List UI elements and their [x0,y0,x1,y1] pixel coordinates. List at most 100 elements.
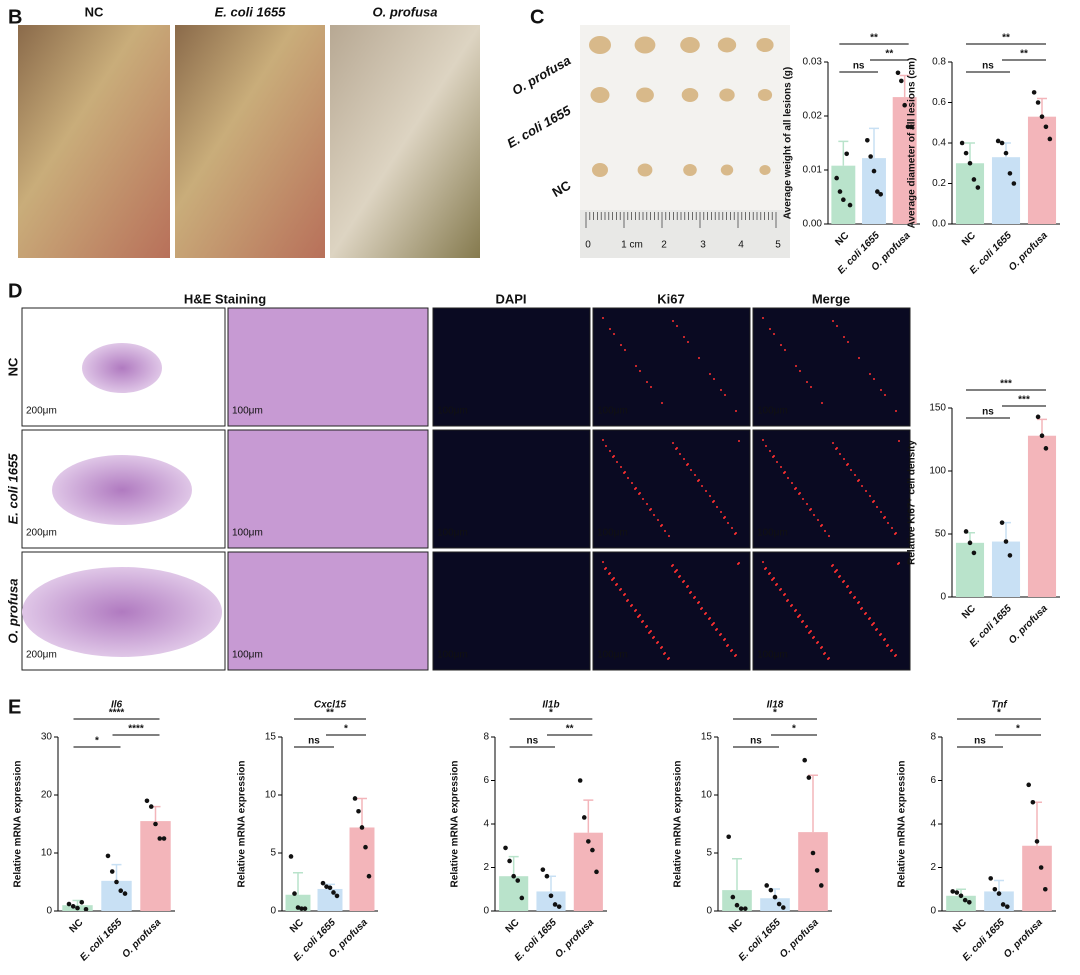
stain-dot [773,333,775,335]
stain-dot [824,530,826,532]
lesion [680,37,700,53]
micrograph [752,551,911,671]
data-point [999,520,1005,525]
data-point [79,900,85,905]
data-point [118,888,124,893]
bar [955,542,985,597]
stain-dot [806,381,808,383]
stain-dot [850,469,852,471]
stain-dot [637,616,639,618]
stain-dot [709,495,711,497]
data-point [511,873,516,879]
stain-dot [656,642,658,644]
stain-dot [667,658,669,660]
stain-dot [861,485,863,487]
stain-dot [608,573,610,575]
stain-dot [682,581,684,583]
stain-dot [834,571,836,573]
tissue [82,343,162,393]
stain-dot [791,482,793,484]
y-tick-label: 8 [483,732,489,743]
data-point [995,138,1001,144]
stain-dot [768,573,770,575]
bar [1027,435,1057,597]
stain-dot [650,386,652,388]
data-point [144,798,150,804]
error-bar [1037,418,1047,436]
stain-dot [821,402,823,404]
data-point [1039,433,1045,439]
stain-dot [853,597,855,599]
stain-dot [642,498,644,500]
stain-dot [638,493,640,495]
significance-label: ** [326,708,334,719]
y-axis-title: Relative mRNA expression [897,761,908,888]
y-tick-label: 6 [930,775,936,786]
stain-dot [895,410,897,412]
stain-dot [686,464,688,466]
x-tick-label: O. profusa [1007,603,1050,646]
row-label: O. profusa [509,53,573,98]
stain-dot [663,653,665,655]
stain-dot [709,373,711,375]
data-point [515,878,521,883]
stain-dot [713,378,715,380]
stain-dot [613,333,615,335]
stain-dot [783,594,785,596]
stain-dot [839,453,841,455]
data-point [1034,839,1040,844]
scale-bar: 100μm [597,650,628,661]
stain-dot [883,639,885,641]
stain-dot [894,655,896,657]
x-tick-label: NC [67,917,85,935]
x-tick-label: E. coli 1655 [78,917,125,964]
data-point [909,124,914,130]
data-point [1011,181,1017,186]
stain-dot [823,653,825,655]
stain-dot [820,647,822,649]
data-point [552,902,558,907]
significance-label: ** [1020,49,1028,60]
data-point [292,891,297,896]
stain-dot [854,474,856,476]
stain-dot [701,485,703,487]
stain-dot [872,501,874,503]
stain-dot [846,464,848,466]
stain-dot [734,533,736,535]
lesion [719,88,735,102]
significance-label: ns [750,736,762,747]
significance-label: ns [853,61,865,72]
stain-dot [764,568,766,570]
ruler-label: 0 [585,240,591,251]
data-point [299,906,304,911]
data-point [871,168,877,174]
stain-dot [712,501,714,503]
lesion [634,36,656,54]
x-tick-label: O. profusa [1007,230,1050,273]
data-point [875,189,880,194]
data-point [818,883,824,888]
micrograph [752,307,911,427]
scale-bar: 100μm [437,406,468,417]
y-tick-label: 5 [270,848,276,859]
stain-dot [693,597,695,599]
data-point [356,808,361,814]
stain-dot [623,594,625,596]
data-point [810,850,816,856]
lesion [757,89,773,101]
stain-dot [672,442,674,444]
y-axis-title: Relative mRNA expression [673,761,684,888]
bar [499,876,529,911]
data-point [1007,553,1013,558]
ruler-label: 3 [700,240,706,251]
micrograph [592,551,751,671]
data-point [963,150,969,156]
significance-label: ns [974,736,986,747]
y-tick-label: 10 [701,790,713,801]
data-point [586,839,591,844]
data-point [971,177,977,182]
significance-label: *** [1018,395,1030,406]
stain-dot [620,466,622,468]
data-point [905,124,911,130]
